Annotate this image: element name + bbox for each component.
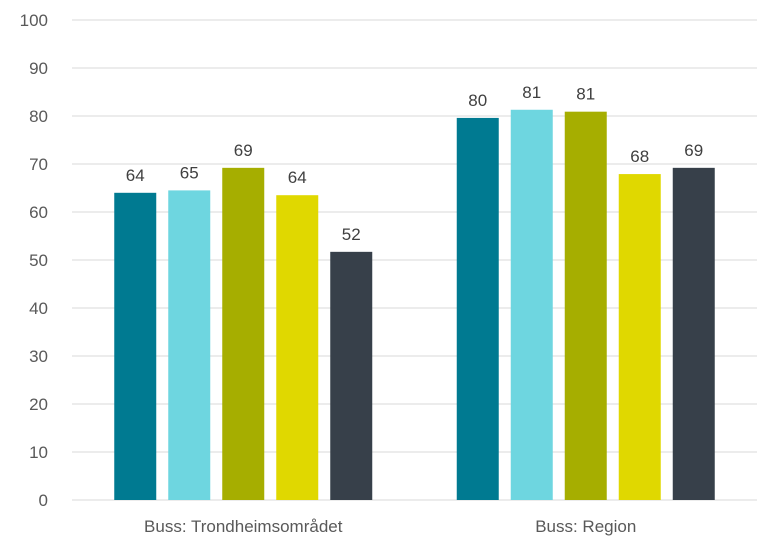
data-labels: 64 65 69 64 52 80 81 81 68 69	[126, 83, 703, 244]
data-label: 81	[522, 83, 541, 102]
data-label: 80	[468, 91, 487, 110]
bar	[618, 174, 661, 500]
category-label: Buss: Region	[535, 517, 636, 536]
bar	[564, 111, 607, 501]
category-labels: Buss: Trondheimsområdet Buss: Region	[144, 517, 636, 536]
y-tick-label: 40	[29, 299, 48, 318]
y-tick-label: 30	[29, 347, 48, 366]
y-tick-label: 70	[29, 155, 48, 174]
bar	[456, 117, 499, 501]
bars	[114, 109, 715, 501]
y-tick-label: 10	[29, 443, 48, 462]
bar	[510, 109, 553, 500]
data-label: 52	[342, 225, 361, 244]
y-axis-ticks: 0 10 20 30 40 50 60 70 80 90 100	[20, 11, 48, 510]
bar	[168, 190, 211, 500]
y-tick-label: 100	[20, 11, 48, 30]
y-tick-label: 50	[29, 251, 48, 270]
y-tick-label: 0	[39, 491, 48, 510]
bar	[276, 195, 319, 500]
category-label: Buss: Trondheimsområdet	[144, 517, 343, 536]
data-label: 64	[288, 168, 307, 187]
y-tick-label: 90	[29, 59, 48, 78]
bar	[114, 192, 157, 501]
bar	[222, 167, 265, 500]
bar	[672, 167, 715, 500]
data-label: 68	[630, 147, 649, 166]
bar	[330, 251, 373, 500]
data-label: 69	[684, 141, 703, 160]
y-tick-label: 80	[29, 107, 48, 126]
y-tick-label: 60	[29, 203, 48, 222]
data-label: 65	[180, 163, 199, 182]
data-label: 64	[126, 166, 145, 185]
data-label: 69	[234, 141, 253, 160]
y-tick-label: 20	[29, 395, 48, 414]
data-label: 81	[576, 85, 595, 104]
